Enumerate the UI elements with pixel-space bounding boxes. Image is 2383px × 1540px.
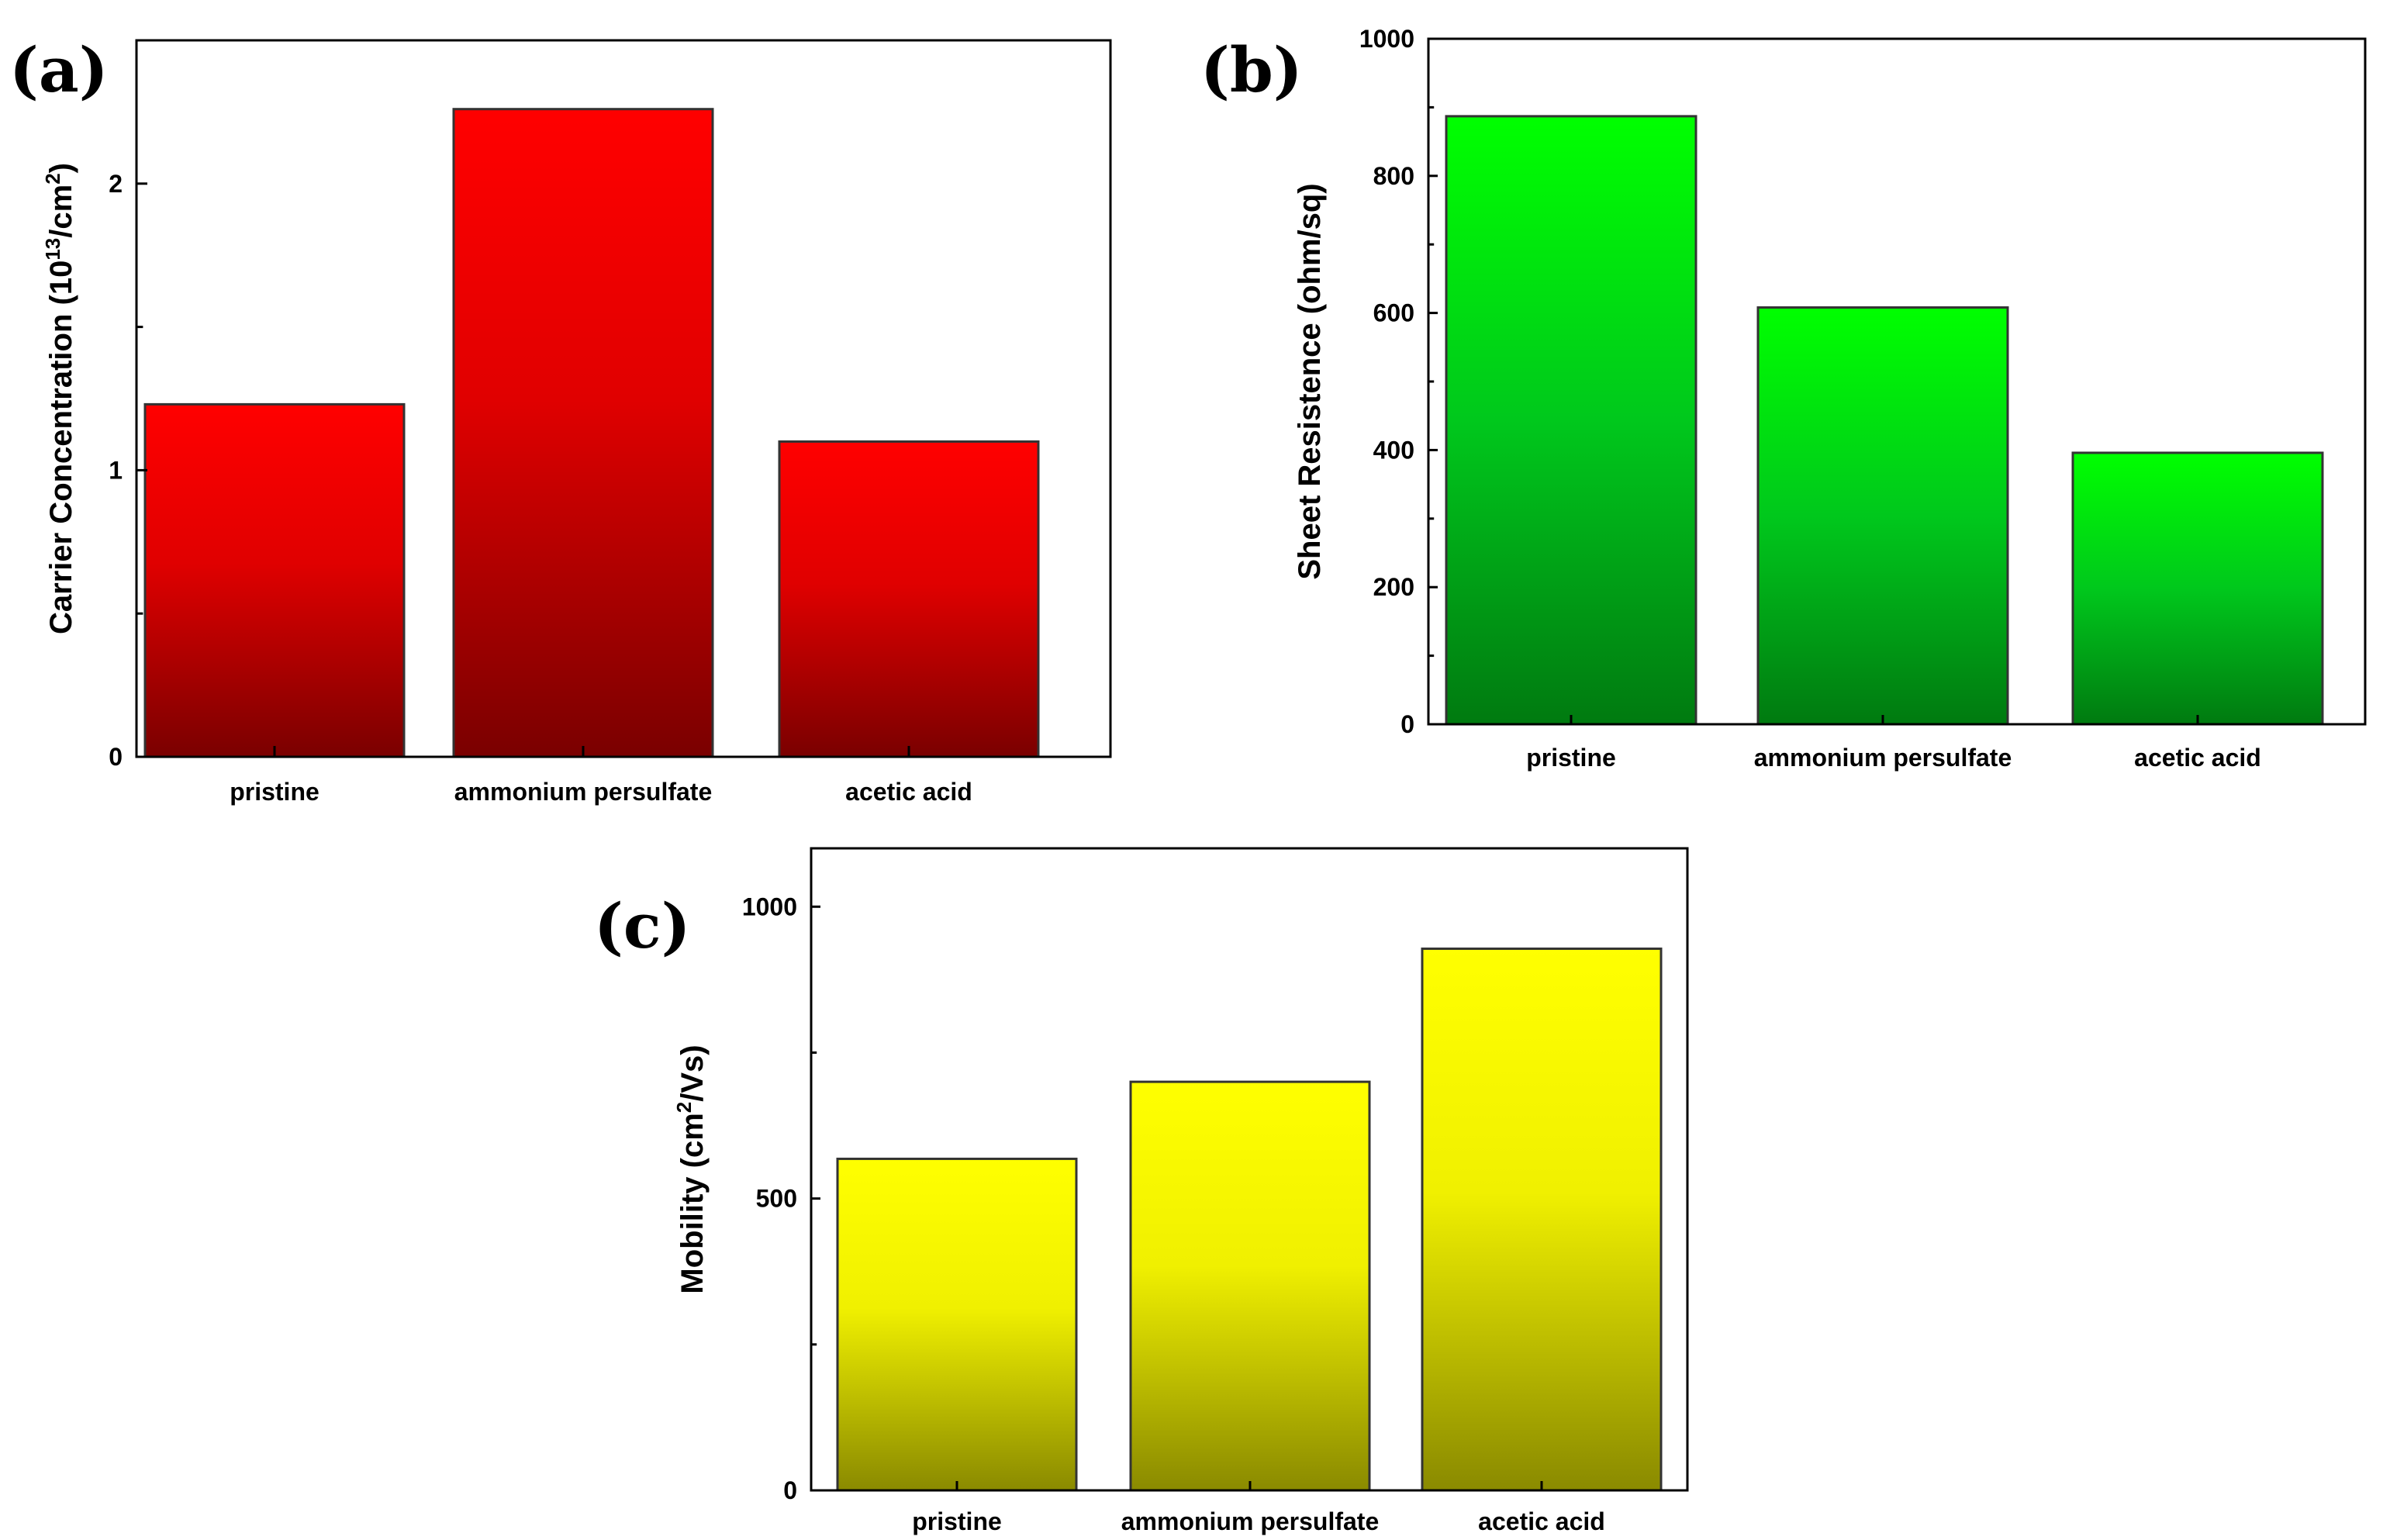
y-tick-label: 2 [109, 170, 123, 198]
panel-label-b: (b) [1200, 33, 1303, 106]
bar-ammonium-persulfate [1129, 1080, 1371, 1492]
x-tick-label: ammonium persulfate [454, 778, 713, 806]
y-axis-title-c: Mobility (cm2/Vs) [672, 1045, 710, 1293]
bar-ammonium-persulfate [452, 108, 714, 758]
x-tick-label: ammonium persulfate [1121, 1507, 1380, 1535]
bar-acetic-acid [2071, 451, 2324, 726]
y-tick-label: 0 [1400, 710, 1414, 738]
plot-frame-a [135, 39, 1112, 758]
bar-pristine [1445, 115, 1697, 726]
y-tick-label: 500 [756, 1185, 797, 1213]
y-tick-label: 1000 [742, 893, 797, 920]
y-tick-label: 0 [109, 743, 123, 771]
chart-b: (b) 0 200 400 600 800 1000 pristine ammonium p… [1200, 25, 2367, 772]
bar-acetic-acid [1421, 947, 1663, 1492]
panel-label-c: (c) [594, 889, 690, 962]
x-tick-label: pristine [230, 778, 319, 806]
y-axis-title-a: Carrier Concentration (1013/cm2) [41, 163, 78, 634]
y-tick-label: 1 [109, 456, 123, 484]
y-tick-label: 800 [1373, 162, 1414, 190]
bar-acetic-acid [778, 440, 1040, 758]
x-tick-label: acetic acid [845, 778, 972, 806]
x-tick-label: pristine [1526, 744, 1616, 772]
bar-pristine [143, 402, 406, 758]
bar-pristine [836, 1157, 1078, 1492]
y-tick-label: 600 [1373, 299, 1414, 327]
x-tick-label: acetic acid [1478, 1507, 1605, 1535]
x-tick-label: pristine [912, 1507, 1002, 1535]
x-tick-label: acetic acid [2134, 744, 2261, 772]
y-tick-label: 200 [1373, 573, 1414, 601]
y-tick-label: 0 [783, 1476, 797, 1504]
x-tick-label: ammonium persulfate [1754, 744, 2012, 772]
y-axis-title-b: Sheet Resistence (ohm/sq) [1293, 183, 1327, 579]
panel-label-a: (a) [9, 33, 109, 106]
y-tick-label: 400 [1373, 436, 1414, 464]
y-tick-label: 1000 [1359, 25, 1414, 53]
chart-a: (a) 0 1 2 pristine ammonium persulfate aceti… [9, 33, 1112, 806]
bar-ammonium-persulfate [1756, 306, 2009, 726]
chart-c: (c) 0 500 1000 pristine ammonium persulfate… [594, 847, 1689, 1535]
